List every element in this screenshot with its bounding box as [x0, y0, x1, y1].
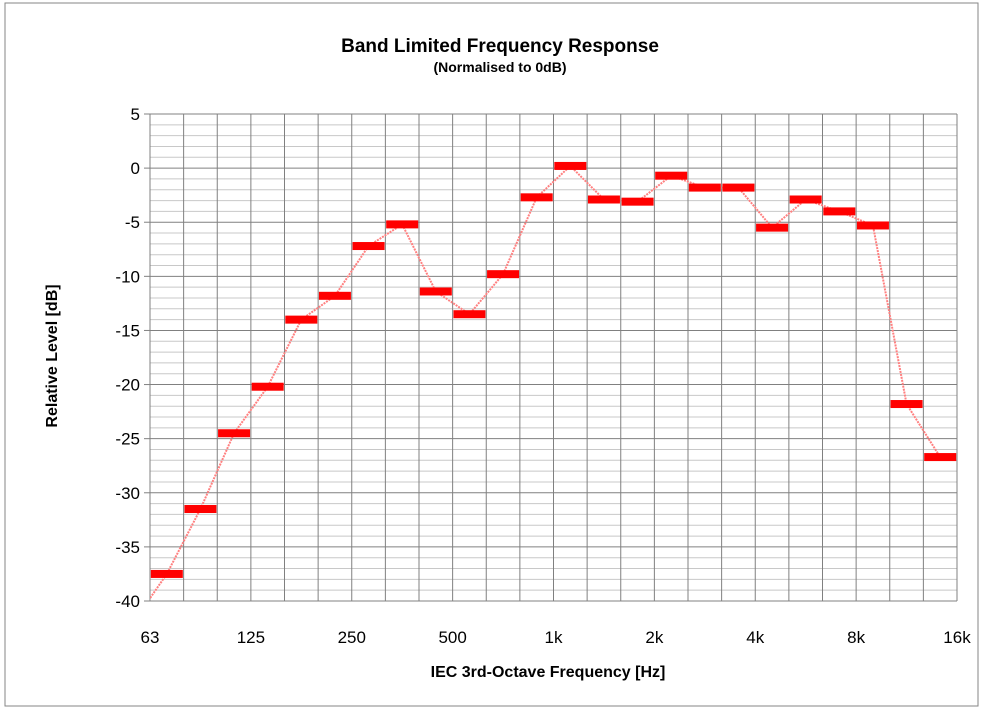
chart-subtitle: (Normalised to 0dB)	[433, 59, 566, 75]
band-marker	[722, 183, 755, 192]
y-tick-label: -15	[115, 321, 140, 340]
band-marker	[554, 161, 587, 170]
x-tick-label: 8k	[847, 628, 865, 647]
band-marker	[520, 193, 553, 202]
band-marker	[688, 183, 721, 192]
y-tick-label: -30	[115, 484, 140, 503]
y-tick-label: -35	[115, 538, 140, 557]
x-tick-label: 125	[237, 628, 265, 647]
band-marker	[386, 220, 419, 229]
chart-area-border	[4, 2, 979, 707]
x-tick-label: 16k	[943, 628, 971, 647]
band-marker	[789, 195, 822, 204]
band-marker	[587, 195, 620, 204]
x-tick-label: 2k	[645, 628, 663, 647]
y-tick-label: -10	[115, 267, 140, 286]
y-tick-label: -20	[115, 376, 140, 395]
band-marker	[318, 291, 351, 300]
x-tick-label: 1k	[545, 628, 563, 647]
y-tick-label: -40	[115, 592, 140, 611]
y-axis-label: Relative Level [dB]	[44, 284, 61, 427]
band-marker	[251, 382, 284, 391]
y-tick-label: 0	[131, 159, 140, 178]
band-marker	[621, 197, 654, 206]
y-tick-label: -25	[115, 430, 140, 449]
band-marker	[150, 569, 183, 578]
band-marker	[823, 207, 856, 216]
band-marker	[890, 400, 923, 409]
grid-layer	[144, 113, 958, 602]
band-marker	[285, 315, 318, 324]
band-marker	[924, 453, 957, 462]
band-marker	[419, 287, 452, 296]
x-tick-label: 500	[438, 628, 466, 647]
x-tick-label: 250	[338, 628, 366, 647]
band-marker	[453, 310, 486, 319]
y-tick-label: 5	[131, 105, 140, 124]
y-tick-label: -5	[125, 213, 140, 232]
chart-title: Band Limited Frequency Response	[341, 36, 659, 57]
x-axis-label: IEC 3rd-Octave Frequency [Hz]	[431, 664, 666, 681]
band-marker	[756, 223, 789, 232]
x-tick-label: 63	[141, 628, 160, 647]
band-marker	[655, 171, 688, 180]
band-marker	[218, 429, 251, 438]
band-marker	[352, 242, 385, 251]
series-layer	[150, 161, 957, 601]
x-tick-label: 4k	[746, 628, 764, 647]
band-marker	[856, 221, 889, 230]
band-marker	[184, 505, 217, 514]
band-marker	[487, 270, 520, 279]
